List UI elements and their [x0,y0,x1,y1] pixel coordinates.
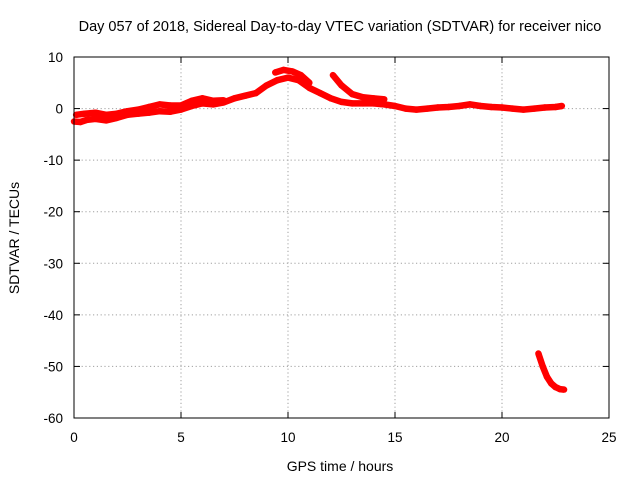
data-point [413,106,420,113]
data-point [560,386,568,393]
data-point [370,100,377,107]
data-point [423,105,431,112]
data-point [329,71,337,79]
grid [74,57,609,418]
data-point [209,97,217,105]
data-point [543,373,551,380]
data-point [327,95,334,102]
data-point [145,103,153,111]
data-point [498,104,506,111]
data-point [102,117,110,124]
data-point [535,350,542,357]
axis-ticks [73,56,610,419]
data-point [274,77,281,84]
data-point [297,71,304,79]
data-point [434,104,441,111]
data-point [231,95,238,102]
data-point [289,68,296,75]
x-axis-title: GPS time / hours [287,458,394,474]
data-point [81,110,88,117]
x-tick-label: 10 [280,430,295,445]
data-point [552,103,559,111]
data-point [338,98,345,106]
data-point [359,94,367,101]
data-point [558,102,566,110]
data-point [156,101,163,108]
data-point [135,106,142,113]
data-point [92,115,99,123]
data-point [370,95,377,102]
y-axis-title: SDTVAR / TECUs [6,182,22,294]
y-tick-label: 0 [55,102,63,117]
y-tick-label: 10 [48,50,63,65]
data-point [316,89,324,97]
data-point [477,102,484,110]
data-point [92,109,99,116]
data-point [306,84,313,92]
data-point [349,90,356,98]
data-point [530,105,538,112]
data-point [263,82,270,89]
data-point [306,79,313,87]
y-tick-label: -40 [43,308,63,323]
y-tick-label: -60 [43,411,63,426]
data-point [252,89,260,97]
data-point [381,96,388,103]
data-point [102,111,110,119]
data-point [509,105,516,112]
data-point [548,380,555,387]
data-point [167,108,174,115]
data-point [113,110,121,117]
data-point [177,102,185,109]
data-point [359,100,367,107]
y-tick-label: -30 [43,256,63,271]
data-point [381,101,388,108]
y-tick-label: -50 [43,359,63,374]
chart-title: Day 057 of 2018, Sidereal Day-to-day VTE… [79,19,602,35]
data-point [167,102,174,109]
data-series [70,66,568,393]
data-point [391,102,399,110]
data-point [77,118,84,126]
data-point [445,103,452,111]
data-point [280,66,287,74]
x-tick-label: 0 [70,430,78,445]
data-point [338,82,345,89]
data-point [156,108,163,115]
data-point [402,105,409,112]
data-point [145,109,153,116]
data-point [199,95,206,102]
plot-frame [73,56,610,419]
x-tick-label: 15 [387,430,402,445]
data-point [124,108,131,115]
x-tick-label: 25 [601,430,616,445]
data-point [488,103,495,111]
data-point [83,116,91,124]
data-point [220,97,227,104]
x-tick-labels: 0 5 10 15 20 25 [70,430,616,445]
data-point [284,74,292,81]
y-tick-labels: 10 0 -10 -20 -30 -40 -50 -60 [43,50,63,426]
data-point [188,97,195,105]
data-point [349,100,356,107]
y-tick-label: -10 [43,153,63,168]
y-tick-label: -20 [43,205,63,220]
x-tick-label: 20 [494,430,509,445]
data-point [539,363,546,370]
data-point [242,92,249,99]
data-point [466,101,474,108]
data-point [456,102,463,110]
x-tick-label: 5 [177,430,185,445]
data-point [272,69,279,76]
data-point [541,104,548,111]
data-point [520,106,527,113]
